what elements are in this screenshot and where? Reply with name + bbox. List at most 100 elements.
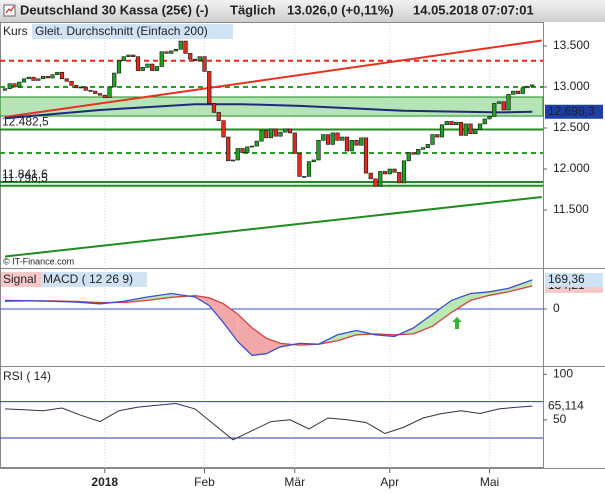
candle-body	[454, 121, 459, 126]
legend-entry: MACD ( 12 26 9)	[43, 272, 133, 286]
candle-body	[283, 128, 288, 133]
value-tag	[545, 399, 603, 414]
candle-body	[278, 131, 283, 137]
legend-label: Kurs	[3, 24, 28, 38]
x-tick-label: 2018	[91, 475, 118, 489]
candle-body	[340, 136, 345, 141]
candle-body	[207, 71, 212, 104]
macd-fill	[413, 314, 433, 334]
candle-body	[102, 94, 107, 98]
y-tick-label: 100	[553, 367, 573, 381]
signal-arrow	[452, 317, 462, 329]
candle-body	[449, 121, 454, 126]
y-tick-label: 12.000	[553, 161, 590, 175]
legend-entry: Gleit. Durchschnitt (Einfach 200)	[35, 24, 208, 38]
candle-body	[50, 74, 55, 79]
candle-body	[249, 145, 255, 148]
rsi-line	[4, 402, 533, 441]
candle-body	[245, 146, 250, 153]
candle-body	[202, 56, 207, 72]
candle-body	[501, 101, 506, 111]
legend-box	[32, 24, 233, 39]
candle-body	[31, 76, 36, 81]
candle-body	[420, 147, 426, 150]
y-tick-label: 0	[553, 301, 560, 315]
legend-entry: RSI ( 14)	[3, 369, 51, 383]
macd-fill	[470, 291, 490, 301]
header-timestamp: 14.05.2018 07:07:01	[413, 2, 534, 17]
candle-body	[126, 54, 131, 57]
candle-body	[397, 171, 402, 184]
candle-body	[359, 137, 364, 146]
candle-body	[12, 83, 17, 88]
header-bar	[0, 0, 605, 22]
candle-body	[368, 172, 373, 180]
header-title: Deutschland 30 Kassa (25€) (-)	[20, 2, 209, 17]
candle-body	[473, 129, 478, 135]
candle-body	[159, 51, 164, 67]
candle-body	[235, 148, 240, 161]
level-label: 11.796,5	[2, 171, 48, 185]
candle-body	[145, 63, 150, 68]
candle-body	[97, 93, 103, 96]
candle-body	[140, 67, 145, 71]
moving-average	[4, 103, 533, 120]
candle-body	[83, 86, 88, 91]
candle-body	[401, 160, 407, 184]
candle-body	[21, 78, 27, 83]
candle-body	[458, 121, 464, 136]
candle-body	[530, 84, 535, 87]
candle-body	[325, 134, 331, 145]
candle-body	[178, 40, 183, 50]
candle-body	[520, 87, 525, 94]
candle-body	[131, 54, 136, 57]
candle-body	[354, 140, 359, 146]
candle-body	[154, 66, 160, 71]
candle-body	[330, 132, 335, 145]
x-tick-label: Mai	[480, 475, 499, 489]
candle-body	[26, 76, 31, 80]
candle-body	[64, 78, 69, 82]
value-tag	[545, 272, 603, 287]
macd-fill	[266, 338, 281, 354]
candle-body	[482, 118, 487, 125]
candle-body	[444, 121, 449, 126]
x-tick-label: Apr	[380, 475, 399, 489]
candle-body	[468, 123, 473, 135]
candle-body	[463, 123, 468, 136]
candle-body	[392, 168, 397, 173]
candle-body	[297, 153, 302, 177]
header-icon-line	[5, 5, 15, 14]
value-tag-label: 12.698,3	[548, 104, 595, 118]
candle-body	[254, 140, 259, 147]
macd-fill	[147, 293, 172, 301]
candle-body	[292, 132, 297, 154]
candle-body	[264, 130, 269, 139]
candle-body	[406, 152, 411, 162]
candle-body	[188, 53, 193, 60]
candle-body	[382, 171, 388, 175]
candle-body	[430, 134, 435, 145]
candle-body	[59, 71, 65, 80]
candle-body	[197, 56, 202, 62]
legend-entry: Signal	[3, 272, 36, 286]
candle-body	[525, 85, 530, 89]
trend-line	[4, 195, 542, 258]
legend-box	[1, 272, 41, 287]
candle-body	[506, 94, 511, 111]
x-tick-label: Mär	[284, 475, 305, 489]
candle-body	[7, 83, 12, 89]
background-layer	[0, 25, 544, 468]
candle-body	[112, 72, 117, 88]
candle-body	[221, 120, 226, 138]
trend-line	[4, 39, 542, 119]
candle-body	[216, 112, 221, 121]
candle-body	[321, 134, 326, 141]
candle-body	[416, 149, 421, 155]
value-tag-label: 65,114	[548, 398, 584, 412]
candle-body	[387, 168, 392, 175]
candle-body	[287, 128, 293, 134]
candle-body	[373, 178, 378, 187]
macd-fill	[252, 327, 267, 356]
